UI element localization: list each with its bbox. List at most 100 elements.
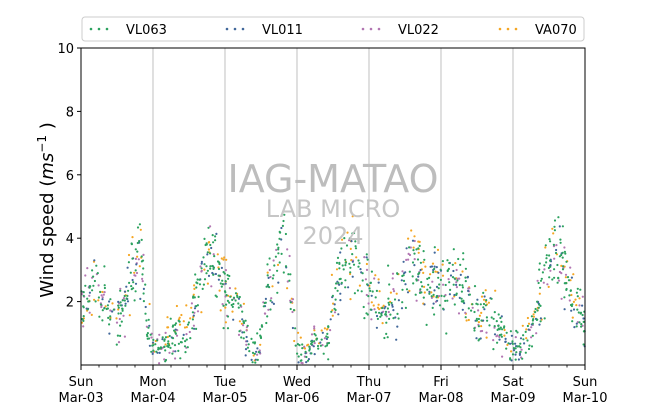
point-va070 xyxy=(166,326,169,329)
point-vl063 xyxy=(538,268,541,271)
point-vl063 xyxy=(485,299,488,302)
point-vl063 xyxy=(457,257,460,261)
point-vl022 xyxy=(549,269,552,272)
point-vl063 xyxy=(341,264,344,267)
point-vl011 xyxy=(582,317,585,320)
point-vl022 xyxy=(413,239,416,243)
point-va070 xyxy=(180,313,183,317)
point-vl063 xyxy=(471,303,474,306)
point-vl063 xyxy=(228,301,231,304)
point-vl063 xyxy=(144,283,147,286)
point-vl063 xyxy=(202,283,205,286)
point-vl022 xyxy=(313,342,316,345)
point-vl011 xyxy=(347,286,350,289)
point-vl063 xyxy=(228,274,231,278)
point-vl022 xyxy=(267,308,270,311)
point-vl063 xyxy=(401,288,404,291)
point-vl063 xyxy=(387,301,390,304)
point-vl063 xyxy=(313,332,316,336)
point-vl063 xyxy=(209,267,212,270)
point-vl063 xyxy=(202,256,205,259)
point-vl022 xyxy=(553,257,556,260)
point-vl063 xyxy=(545,254,548,257)
point-vl011 xyxy=(483,308,486,311)
point-va070 xyxy=(313,329,316,332)
point-vl063 xyxy=(251,361,254,364)
point-vl063 xyxy=(548,238,551,241)
point-va070 xyxy=(166,335,169,339)
point-vl063 xyxy=(82,291,85,294)
point-vl063 xyxy=(185,338,188,341)
point-vl011 xyxy=(435,266,438,269)
point-va070 xyxy=(164,343,167,346)
point-vl063 xyxy=(259,334,262,337)
point-vl063 xyxy=(94,300,97,303)
point-vl063 xyxy=(128,281,131,284)
point-vl022 xyxy=(164,331,167,334)
point-vl011 xyxy=(211,271,214,275)
point-vl063 xyxy=(86,297,89,300)
point-vl063 xyxy=(280,252,283,255)
point-va070 xyxy=(331,314,334,317)
point-vl022 xyxy=(457,312,461,315)
point-vl063 xyxy=(284,265,288,268)
x-tick-day: Sat xyxy=(502,375,523,390)
scatter-points xyxy=(80,213,586,365)
point-vl063 xyxy=(516,331,519,334)
point-vl063 xyxy=(84,284,87,287)
point-vl063 xyxy=(356,289,359,292)
point-vl063 xyxy=(276,269,279,272)
point-vl063 xyxy=(276,291,279,294)
point-vl022 xyxy=(88,294,91,297)
x-tick-day: Fri xyxy=(433,375,449,390)
point-va070 xyxy=(544,246,547,249)
point-vl022 xyxy=(141,280,144,283)
x-tick-label-7: Sun Mar-10 xyxy=(563,375,608,406)
watermark-line-3: 2024 xyxy=(302,222,363,250)
point-vl063 xyxy=(265,285,268,288)
point-vl022 xyxy=(270,297,273,300)
point-vl022 xyxy=(109,309,112,312)
point-vl063 xyxy=(155,350,158,353)
point-vl063 xyxy=(95,264,98,267)
point-vl011 xyxy=(375,314,379,318)
point-vl011 xyxy=(466,276,469,279)
point-va070 xyxy=(372,304,375,307)
point-va070 xyxy=(434,270,437,273)
point-vl063 xyxy=(453,277,456,280)
point-vl011 xyxy=(224,282,227,285)
x-tick-label-3: Wed Mar-06 xyxy=(275,375,320,406)
point-vl063 xyxy=(541,271,545,274)
point-vl063 xyxy=(171,337,175,340)
point-va070 xyxy=(252,354,255,357)
point-vl063 xyxy=(477,339,480,342)
point-vl063 xyxy=(178,320,181,323)
point-vl063 xyxy=(213,255,216,258)
point-vl063 xyxy=(357,265,360,268)
point-vl063 xyxy=(308,349,311,352)
point-vl011 xyxy=(217,278,220,281)
point-vl011 xyxy=(402,260,405,263)
point-vl022 xyxy=(310,333,314,336)
point-vl063 xyxy=(145,319,148,322)
point-vl063 xyxy=(380,312,383,315)
point-vl063 xyxy=(82,294,85,297)
point-vl063 xyxy=(564,252,567,255)
point-vl063 xyxy=(316,344,320,348)
point-vl063 xyxy=(326,342,329,345)
point-vl063 xyxy=(282,271,285,274)
point-vl063 xyxy=(109,318,112,321)
point-vl063 xyxy=(390,301,393,305)
point-vl063 xyxy=(116,334,119,337)
point-vl063 xyxy=(230,303,233,307)
point-vl022 xyxy=(581,295,584,298)
point-vl063 xyxy=(452,283,455,286)
point-va070 xyxy=(370,301,373,304)
point-vl022 xyxy=(268,268,271,272)
point-vl063 xyxy=(187,321,190,324)
point-vl063 xyxy=(369,308,372,311)
point-vl022 xyxy=(175,334,179,337)
point-va070 xyxy=(410,229,413,232)
point-vl011 xyxy=(338,283,341,286)
point-vl063 xyxy=(238,330,241,333)
